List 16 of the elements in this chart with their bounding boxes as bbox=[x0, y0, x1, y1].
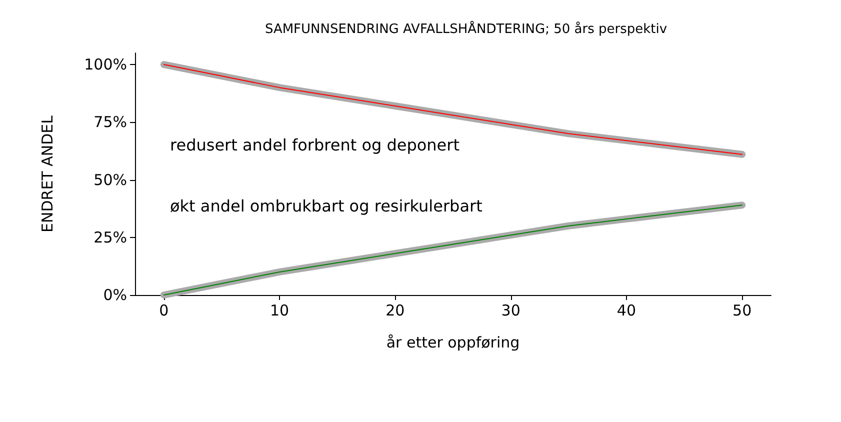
y-tick-label: 75% bbox=[94, 113, 127, 132]
y-tick-label: 0% bbox=[103, 286, 127, 304]
x-tick-label: 30 bbox=[501, 302, 520, 320]
y-tick-label: 50% bbox=[94, 170, 127, 189]
x-axis-title: år etter oppføring bbox=[386, 334, 520, 352]
x-tick-label: 10 bbox=[270, 302, 290, 320]
x-tick-label: 50 bbox=[732, 302, 752, 320]
y-tick-label: 100% bbox=[84, 56, 127, 74]
y-axis-title: ENDRET ANDEL bbox=[38, 114, 56, 232]
chart-title: SAMFUNNSENDRING AVFALLSHÅNDTERING; 50 års perspektiv bbox=[264, 20, 668, 37]
x-tick-label: 40 bbox=[616, 302, 636, 320]
x-tick-label: 0 bbox=[159, 302, 169, 320]
y-tick-label: 25% bbox=[94, 228, 127, 246]
annotation: økt andel ombrukbart og resirkulerbart bbox=[170, 196, 482, 216]
x-tick-label: 20 bbox=[386, 302, 405, 320]
annotation: redusert andel forbrent og deponert bbox=[170, 136, 460, 154]
